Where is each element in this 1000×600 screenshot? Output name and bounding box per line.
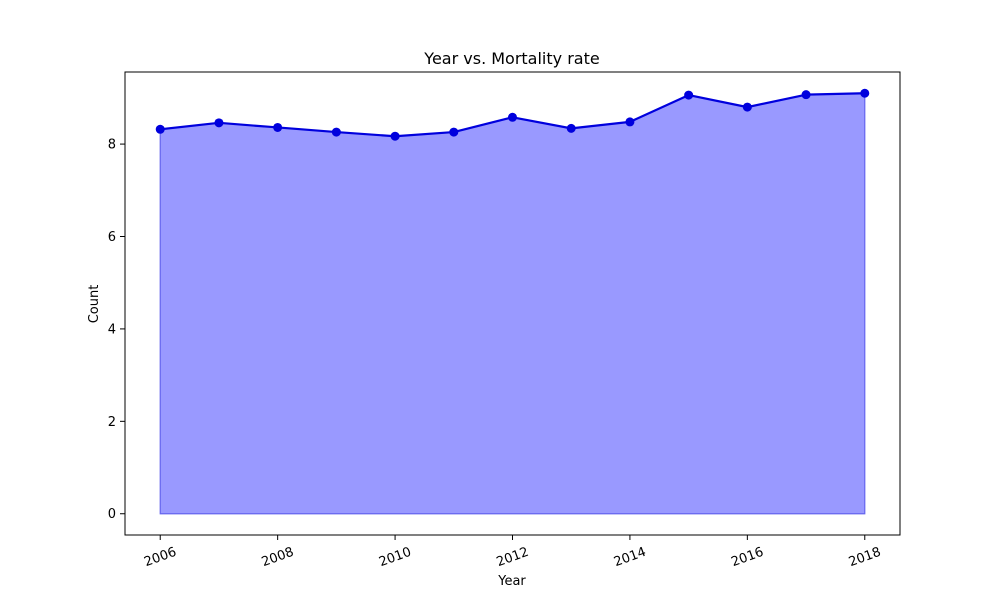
y-tick-label: 0 [108, 507, 116, 522]
x-tick-label: 2018 [847, 545, 883, 570]
x-tick-label: 2006 [142, 545, 178, 570]
data-point [390, 131, 400, 141]
data-point [742, 102, 752, 112]
y-axis-label: Count [87, 285, 102, 324]
x-tick-label: 2010 [377, 545, 413, 570]
x-tick-label: 2008 [260, 545, 296, 570]
plot-area [155, 88, 870, 515]
y-axis: 0 2 4 6 8 [108, 138, 125, 522]
y-tick-label: 4 [108, 322, 116, 337]
y-tick-label: 6 [108, 230, 116, 245]
chart-title: Year vs. Mortality rate [423, 49, 599, 68]
y-tick-label: 8 [108, 138, 116, 153]
data-point [625, 117, 635, 127]
data-point [331, 127, 341, 137]
x-axis-label: Year [497, 574, 526, 589]
data-point [566, 123, 576, 133]
x-axis: 2006 2008 2010 2012 2014 2016 2018 [142, 535, 883, 570]
area-fill [159, 92, 866, 515]
data-point [273, 122, 283, 132]
data-point [801, 90, 811, 100]
data-point [214, 118, 224, 128]
y-tick-label: 2 [108, 415, 116, 430]
data-point [155, 124, 165, 134]
data-point [449, 127, 459, 137]
x-tick-label: 2016 [729, 545, 765, 570]
x-tick-label: 2014 [612, 545, 648, 570]
x-tick-label: 2012 [495, 545, 531, 570]
data-point [684, 90, 694, 100]
data-point [860, 88, 870, 98]
data-point [508, 112, 517, 122]
